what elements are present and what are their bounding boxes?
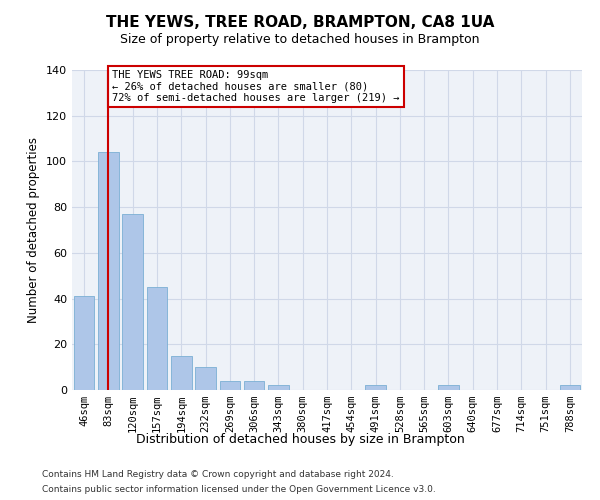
Text: Distribution of detached houses by size in Brampton: Distribution of detached houses by size …: [136, 432, 464, 446]
Bar: [122, 214, 143, 390]
Bar: [74, 296, 94, 390]
Bar: [438, 386, 459, 390]
Bar: [560, 386, 580, 390]
Bar: [220, 381, 240, 390]
Text: Contains public sector information licensed under the Open Government Licence v3: Contains public sector information licen…: [42, 485, 436, 494]
Y-axis label: Number of detached properties: Number of detached properties: [28, 137, 40, 323]
Bar: [98, 152, 119, 390]
Bar: [268, 386, 289, 390]
Bar: [146, 287, 167, 390]
Text: THE YEWS TREE ROAD: 99sqm
← 26% of detached houses are smaller (80)
72% of semi-: THE YEWS TREE ROAD: 99sqm ← 26% of detac…: [112, 70, 400, 103]
Bar: [244, 381, 265, 390]
Bar: [195, 367, 216, 390]
Text: Size of property relative to detached houses in Brampton: Size of property relative to detached ho…: [120, 32, 480, 46]
Bar: [171, 356, 191, 390]
Bar: [365, 386, 386, 390]
Text: Contains HM Land Registry data © Crown copyright and database right 2024.: Contains HM Land Registry data © Crown c…: [42, 470, 394, 479]
Text: THE YEWS, TREE ROAD, BRAMPTON, CA8 1UA: THE YEWS, TREE ROAD, BRAMPTON, CA8 1UA: [106, 15, 494, 30]
